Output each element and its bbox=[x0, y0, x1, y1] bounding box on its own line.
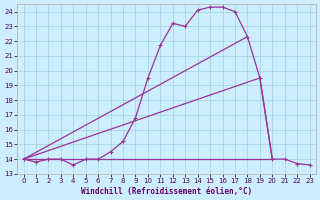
X-axis label: Windchill (Refroidissement éolien,°C): Windchill (Refroidissement éolien,°C) bbox=[81, 187, 252, 196]
